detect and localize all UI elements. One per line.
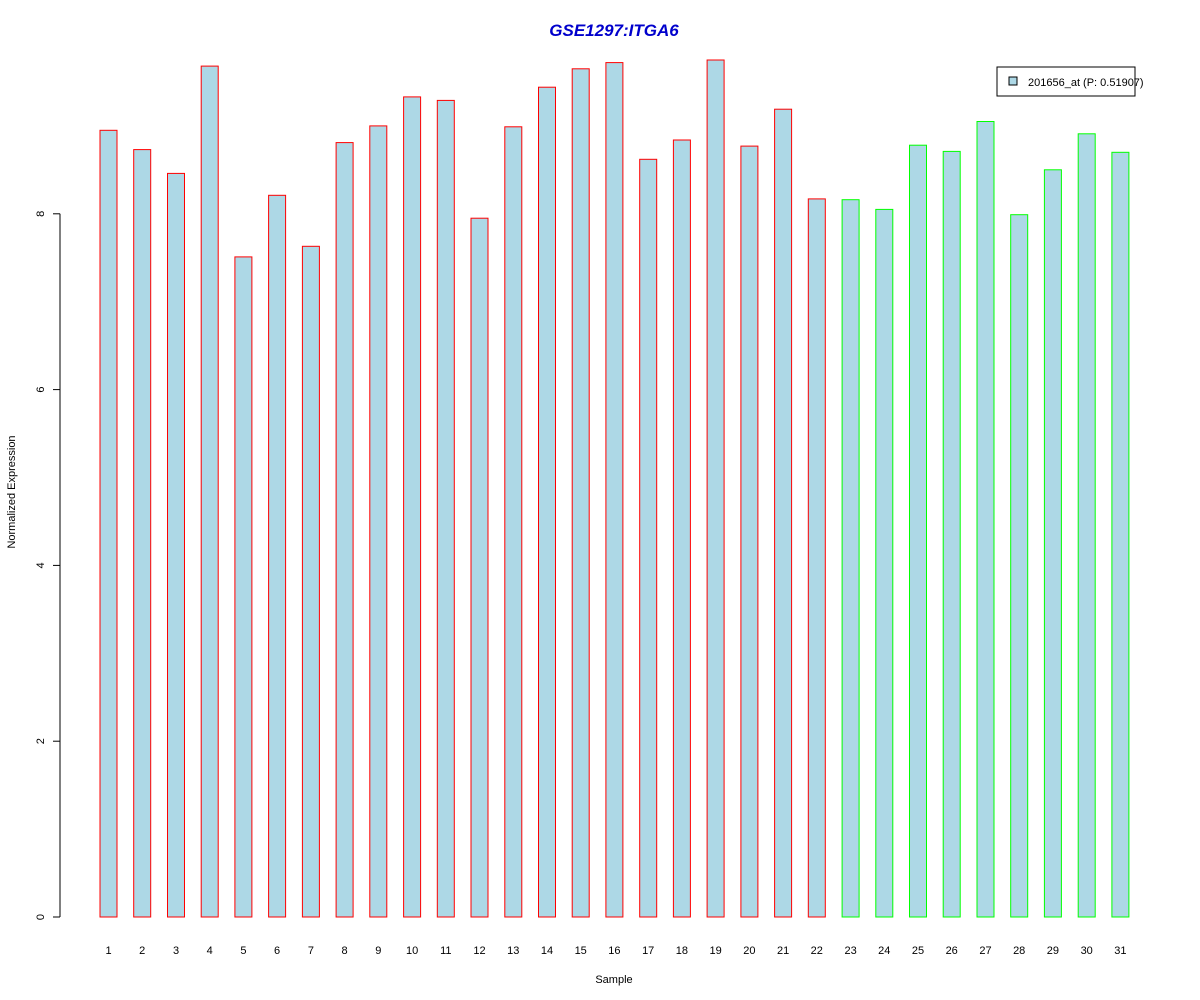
x-tick-label: 18: [676, 945, 688, 957]
y-tick-label: 0: [35, 914, 47, 920]
x-tick-label: 31: [1114, 945, 1126, 957]
bar-sample-24: [875, 208, 894, 918]
x-tick-label: 7: [308, 945, 314, 957]
x-tick-label: 1: [105, 945, 111, 957]
y-tick-label: 4: [35, 562, 47, 568]
x-tick-label: 4: [207, 945, 213, 957]
bar-sample-14: [538, 86, 556, 918]
bar-sample-10: [403, 96, 422, 918]
x-tick-label: 9: [375, 945, 381, 957]
bar-sample-27: [976, 121, 995, 918]
y-axis: 0 2 4 6 8: [35, 211, 61, 920]
x-tick-label: 19: [709, 945, 721, 957]
bar-sample-17: [639, 158, 658, 918]
bar-sample-26: [942, 150, 961, 918]
chart-title: GSE1297:ITGA6: [549, 21, 679, 40]
bar-sample-22: [807, 198, 826, 918]
x-tick-label: 24: [878, 945, 890, 957]
bar-sample-30: [1077, 133, 1096, 918]
bar-sample-11: [436, 99, 455, 918]
x-axis-label: Sample: [595, 974, 632, 986]
x-tick-label: 13: [507, 945, 519, 957]
x-tick-label: 8: [342, 945, 348, 957]
bar-sample-8: [335, 142, 354, 918]
x-tick-label: 5: [240, 945, 246, 957]
bar-sample-6: [268, 194, 287, 918]
x-tick-label: 25: [912, 945, 924, 957]
bar-sample-13: [504, 126, 523, 918]
legend-box: [996, 66, 1136, 97]
x-tick-label: 30: [1081, 945, 1093, 957]
bar-sample-4: [200, 65, 219, 918]
x-tick-label: 3: [173, 945, 179, 957]
y-tick-label: 8: [35, 211, 47, 217]
x-tick-label: 6: [274, 945, 280, 957]
y-tick-label: 6: [35, 387, 47, 393]
bar-sample-2: [133, 149, 152, 918]
bar-sample-3: [167, 172, 185, 918]
x-tick-label: 10: [406, 945, 418, 957]
bar-sample-19: [706, 59, 725, 918]
bar-sample-18: [672, 139, 691, 918]
bar-sample-1: [99, 129, 118, 918]
x-tick-label: 26: [946, 945, 958, 957]
x-tick-label: 15: [575, 945, 587, 957]
x-tick-label: 21: [777, 945, 789, 957]
bar-sample-5: [234, 256, 253, 918]
x-tick-label: 27: [979, 945, 991, 957]
legend-swatch: [1008, 76, 1018, 86]
bar-sample-20: [740, 145, 759, 918]
x-tick-label: 12: [473, 945, 485, 957]
bars: [99, 59, 1130, 918]
x-tick-label: 2: [139, 945, 145, 957]
bar-sample-7: [301, 245, 320, 918]
legend: 201656_at (P: 0.51907): [996, 66, 1144, 97]
bar-sample-16: [605, 62, 624, 918]
x-tick-label: 20: [743, 945, 755, 957]
x-tick-label: 14: [541, 945, 553, 957]
x-tick-label: 16: [608, 945, 620, 957]
bar-sample-15: [571, 68, 590, 918]
x-tick-label: 17: [642, 945, 654, 957]
bar-sample-29: [1043, 169, 1062, 918]
bar-sample-21: [774, 108, 793, 918]
legend-label: 201656_at (P: 0.51907): [1028, 77, 1144, 89]
x-tick-label: 29: [1047, 945, 1059, 957]
bar-sample-31: [1111, 151, 1130, 918]
y-axis-label: Normalized Expression: [6, 435, 18, 548]
bar-sample-28: [1010, 214, 1029, 918]
x-tick-label: 22: [811, 945, 823, 957]
x-tick-label: 28: [1013, 945, 1025, 957]
bar-sample-25: [909, 144, 927, 918]
y-tick-label: 2: [35, 738, 47, 744]
bar-sample-12: [470, 217, 489, 918]
bar-sample-23: [841, 199, 860, 918]
x-tick-label: 11: [440, 945, 451, 957]
bar-sample-9: [369, 125, 388, 918]
x-tick-label: 23: [844, 945, 856, 957]
x-tick-labels: 1 2 3 4 5 6 7 8 9 10 11 12 13 14 15 16 17 18 19 20 21 22 23 24 2…: [105, 945, 1126, 957]
